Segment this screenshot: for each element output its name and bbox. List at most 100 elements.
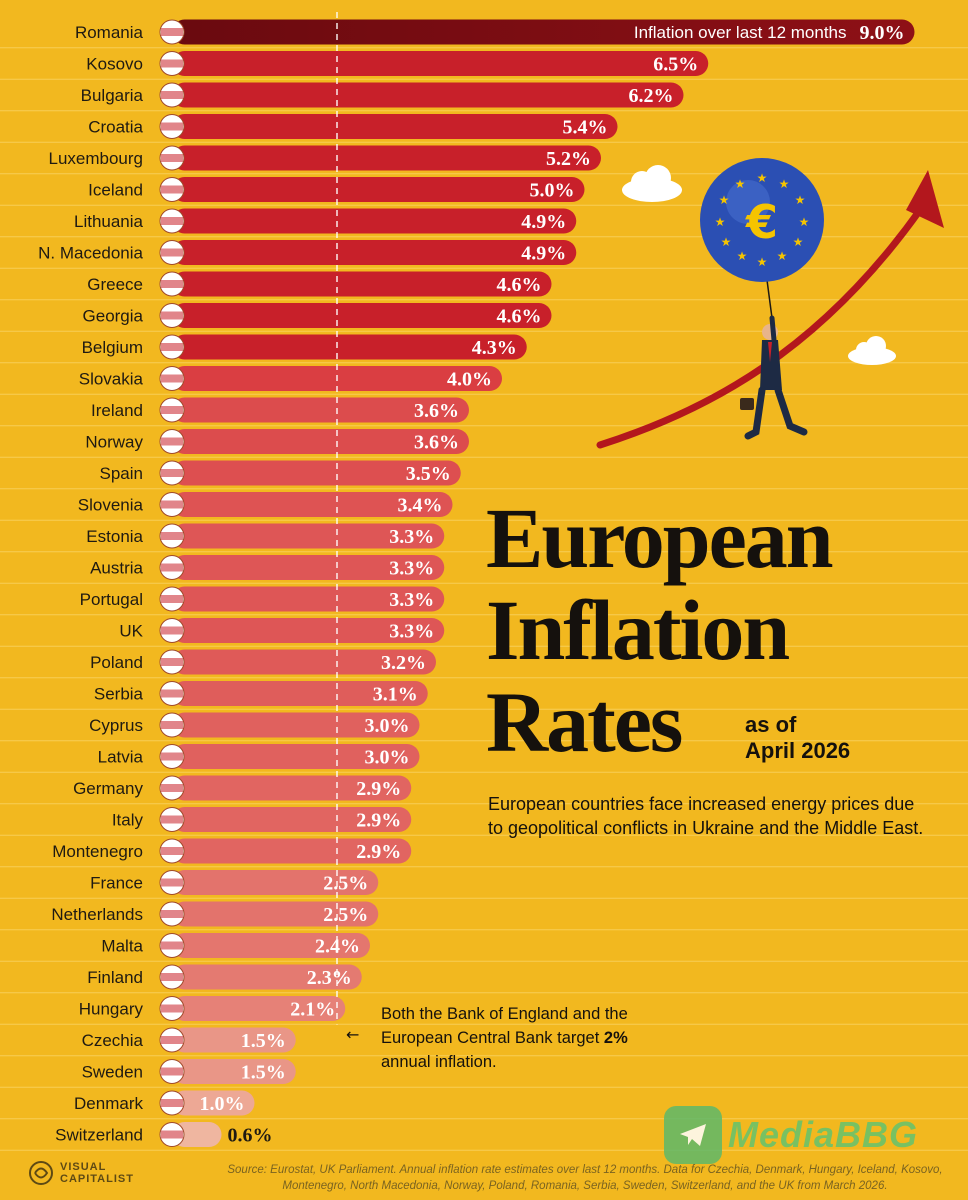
svg-text:★: ★ — [795, 193, 806, 207]
svg-text:★: ★ — [793, 235, 804, 249]
bar — [172, 649, 436, 675]
svg-text:★: ★ — [799, 215, 810, 229]
chart-title: European Inflation Rates — [486, 492, 946, 768]
bar — [172, 240, 577, 265]
bar — [172, 775, 412, 801]
country-label: Poland — [90, 653, 143, 672]
country-label: Romania — [75, 23, 144, 42]
title-line-2: Inflation — [486, 582, 790, 678]
bar — [172, 82, 684, 108]
cloud-icon — [622, 165, 682, 202]
bar — [172, 964, 362, 990]
title-line-1: European — [486, 490, 834, 586]
value-label: 2.9% — [356, 778, 401, 800]
value-label: 3.0% — [365, 715, 410, 737]
flag-stripe — [161, 91, 183, 99]
bar — [172, 303, 552, 328]
value-label: 2.5% — [323, 873, 368, 895]
bar — [172, 460, 461, 486]
flag-stripe — [161, 752, 183, 761]
country-label: Slovenia — [78, 496, 144, 515]
value-label: 4.3% — [472, 337, 517, 359]
watermark: MediaBBG — [664, 1106, 918, 1164]
target-arrow-icon: ← — [346, 1025, 360, 1044]
bar — [172, 1027, 296, 1053]
bar — [172, 870, 379, 895]
value-label: 6.5% — [653, 54, 698, 76]
visual-capitalist-logo-icon — [29, 1161, 53, 1185]
bar — [172, 177, 585, 202]
value-label: 2.9% — [356, 841, 401, 863]
bar — [172, 1059, 296, 1084]
watermark-text: MediaBBG — [728, 1114, 919, 1155]
bar — [172, 933, 370, 958]
flag-stripe — [161, 1099, 183, 1107]
value-label: 1.5% — [241, 1062, 286, 1084]
bar — [172, 271, 552, 297]
flag-stripe — [161, 847, 183, 855]
value-label: 3.6% — [414, 432, 459, 454]
bar — [172, 208, 577, 234]
flag-stripe — [161, 280, 183, 288]
logo-text: VISUAL CAPITALIST — [60, 1161, 134, 1185]
svg-text:★: ★ — [779, 177, 790, 191]
country-label: Italy — [112, 811, 144, 830]
value-label: 4.9% — [521, 243, 566, 265]
telegram-icon — [664, 1106, 722, 1164]
value-label: 1.5% — [241, 1030, 286, 1052]
flag-stripe — [161, 815, 183, 824]
country-label: Greece — [87, 275, 143, 294]
flag-stripe — [161, 784, 183, 792]
flag-stripe — [161, 941, 183, 950]
value-label: 4.6% — [497, 274, 542, 296]
value-label: 4.9% — [521, 211, 566, 233]
flag-stripe — [161, 311, 183, 320]
visual-capitalist-logo: VISUAL CAPITALIST — [28, 1160, 134, 1186]
flag-stripe — [161, 626, 183, 635]
target-note-text-1: Both the Bank of England and the Europea… — [381, 1005, 628, 1047]
flag-stripe — [161, 406, 183, 414]
flag-stripe — [161, 374, 183, 383]
bar — [172, 618, 445, 643]
bar — [172, 145, 601, 171]
country-label: Denmark — [74, 1094, 143, 1113]
svg-text:★: ★ — [757, 171, 768, 185]
country-label: Bulgaria — [81, 86, 144, 105]
value-label: 3.3% — [389, 526, 434, 548]
flag-stripe — [161, 689, 183, 698]
bar — [172, 555, 445, 580]
source-note: Source: Eurostat, UK Parliament. Annual … — [227, 1164, 943, 1192]
title-line-3: Rates — [486, 674, 683, 770]
flag-stripe — [161, 973, 183, 981]
bar — [172, 523, 445, 549]
value-label: 2.5% — [323, 904, 368, 926]
country-label: Norway — [85, 433, 143, 452]
country-label: Malta — [101, 937, 143, 956]
flag-stripe — [161, 532, 183, 540]
svg-text:★: ★ — [719, 193, 730, 207]
bar — [172, 492, 453, 517]
bar — [172, 19, 915, 45]
flag-stripe — [161, 185, 183, 194]
bar — [172, 397, 469, 423]
flag-stripe — [161, 343, 183, 351]
svg-text:★: ★ — [715, 215, 726, 229]
bar — [172, 1090, 255, 1116]
legend-label: Inflation over last 12 months — [634, 23, 847, 42]
value-label: 4.0% — [447, 369, 492, 391]
country-label: Lithuania — [74, 212, 144, 231]
flag-stripe — [161, 878, 183, 887]
country-label: Croatia — [88, 118, 143, 137]
country-label: Kosovo — [86, 55, 143, 74]
value-label: 3.5% — [406, 463, 451, 485]
bar — [172, 334, 527, 360]
rising-arrow-head — [906, 170, 944, 228]
value-label: 2.3% — [307, 967, 352, 989]
flag-stripe — [161, 437, 183, 446]
svg-text:★: ★ — [721, 235, 732, 249]
bar — [172, 744, 420, 769]
bar — [172, 996, 346, 1021]
value-label: 3.0% — [365, 747, 410, 769]
value-label: 3.3% — [389, 589, 434, 611]
flag-stripe — [161, 563, 183, 572]
